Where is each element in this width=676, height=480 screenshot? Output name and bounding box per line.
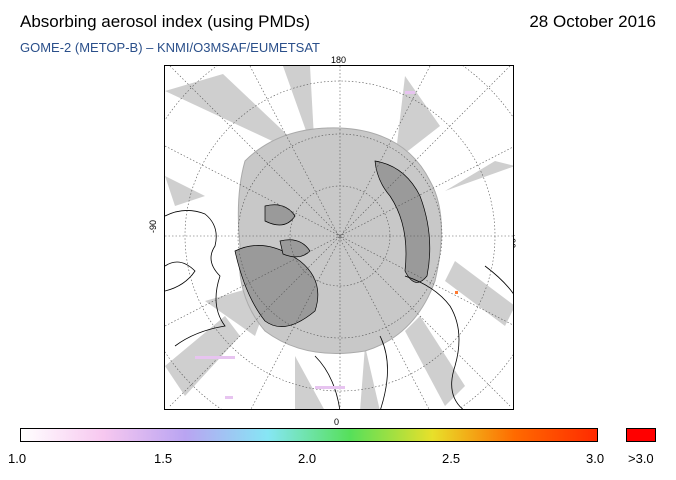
- colorbar-overflow-label: >3.0: [628, 451, 654, 466]
- coastline: [379, 335, 388, 409]
- swath-gap: [395, 76, 440, 161]
- longitude-label-bottom: 0: [334, 417, 340, 427]
- colorbar-tick-label: 3.0: [586, 451, 605, 466]
- swath-gap: [360, 346, 380, 409]
- land-region: [234, 245, 319, 327]
- polar-map: [164, 65, 514, 410]
- graticule: [165, 66, 513, 409]
- coastlines: [165, 210, 513, 409]
- coastline: [314, 355, 341, 409]
- colorbar-overflow-box: [626, 428, 656, 442]
- longitude-label-left: -90: [148, 219, 158, 233]
- swath-gap: [295, 356, 324, 409]
- colorbar-tick-label: 2.0: [298, 451, 317, 466]
- map-date: 28 October 2016: [529, 12, 656, 31]
- coastline: [484, 265, 513, 294]
- land-region: [279, 239, 311, 258]
- aerosol-speckle: [315, 386, 345, 389]
- map-subtitle: GOME-2 (METOP-B) – KNMI/O3MSAF/EUMETSAT: [20, 40, 320, 55]
- swath-gap: [445, 261, 513, 326]
- swath-gap: [165, 176, 205, 206]
- coastline: [165, 210, 226, 347]
- aerosol-hotspot: [455, 291, 458, 294]
- aerosol-speckle: [405, 91, 415, 94]
- map-title: Absorbing aerosol index (using PMDs): [20, 12, 311, 31]
- coastline: [404, 275, 464, 409]
- shadowed-land: [234, 160, 431, 327]
- meridian: [165, 146, 513, 327]
- aerosol-speckle: [225, 396, 233, 399]
- colorbar-tick-label: 2.5: [442, 451, 461, 466]
- polar-map-svg: [165, 66, 513, 409]
- coastline: [165, 261, 196, 292]
- swath-gap: [445, 161, 513, 191]
- colorbar-tick-label: 1.0: [8, 451, 27, 466]
- aerosol-speckles: [195, 91, 415, 399]
- land-region: [374, 160, 431, 283]
- colorbar: [20, 428, 598, 442]
- aerosol-speckle: [195, 356, 235, 359]
- colorbar-tick-label: 1.5: [154, 451, 173, 466]
- longitude-label-top: 180: [331, 55, 347, 65]
- swath-gap: [405, 316, 465, 406]
- land-region: [264, 204, 296, 226]
